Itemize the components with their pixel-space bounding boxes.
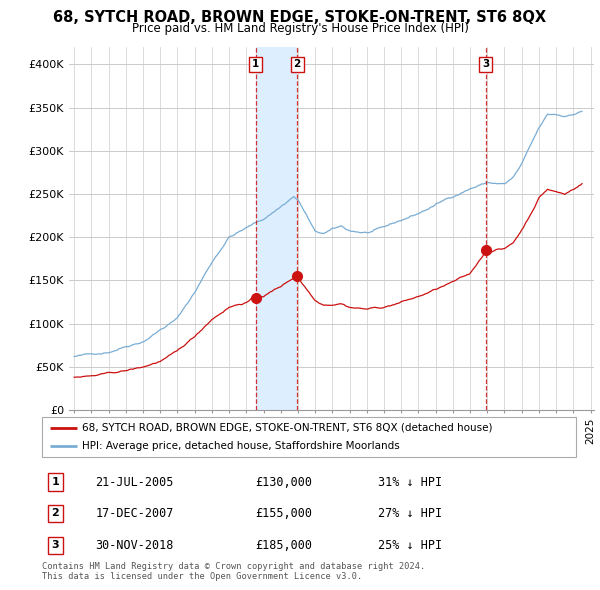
Text: 68, SYTCH ROAD, BROWN EDGE, STOKE-ON-TRENT, ST6 8QX: 68, SYTCH ROAD, BROWN EDGE, STOKE-ON-TRE… xyxy=(53,10,547,25)
Text: 68, SYTCH ROAD, BROWN EDGE, STOKE-ON-TRENT, ST6 8QX (detached house): 68, SYTCH ROAD, BROWN EDGE, STOKE-ON-TRE… xyxy=(82,423,493,433)
Text: £130,000: £130,000 xyxy=(256,476,313,489)
FancyBboxPatch shape xyxy=(42,417,576,457)
Text: 31% ↓ HPI: 31% ↓ HPI xyxy=(379,476,443,489)
Text: £155,000: £155,000 xyxy=(256,507,313,520)
Text: 3: 3 xyxy=(482,60,490,70)
Text: Price paid vs. HM Land Registry's House Price Index (HPI): Price paid vs. HM Land Registry's House … xyxy=(131,22,469,35)
Bar xyxy=(256,47,297,410)
Text: 30-NOV-2018: 30-NOV-2018 xyxy=(95,539,174,552)
Text: 1: 1 xyxy=(252,60,259,70)
Text: 17-DEC-2007: 17-DEC-2007 xyxy=(95,507,174,520)
Text: £185,000: £185,000 xyxy=(256,539,313,552)
Text: 2: 2 xyxy=(52,508,59,518)
Text: 27% ↓ HPI: 27% ↓ HPI xyxy=(379,507,443,520)
Text: 21-JUL-2005: 21-JUL-2005 xyxy=(95,476,174,489)
Text: 1: 1 xyxy=(52,477,59,487)
Text: 25% ↓ HPI: 25% ↓ HPI xyxy=(379,539,443,552)
Text: Contains HM Land Registry data © Crown copyright and database right 2024.: Contains HM Land Registry data © Crown c… xyxy=(42,562,425,571)
Text: 2: 2 xyxy=(293,60,301,70)
Text: 3: 3 xyxy=(52,540,59,550)
Text: This data is licensed under the Open Government Licence v3.0.: This data is licensed under the Open Gov… xyxy=(42,572,362,581)
Text: HPI: Average price, detached house, Staffordshire Moorlands: HPI: Average price, detached house, Staf… xyxy=(82,441,400,451)
